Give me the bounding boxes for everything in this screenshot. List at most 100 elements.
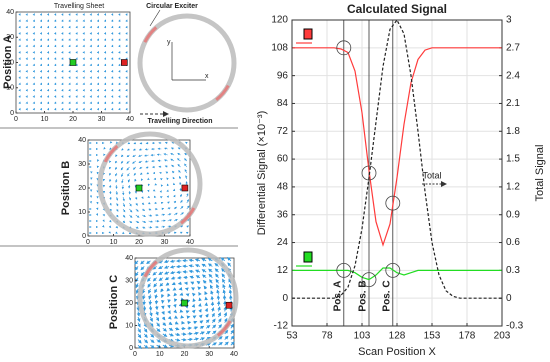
field-arrow	[89, 19, 92, 23]
field-arrow	[167, 207, 171, 210]
field-arrow	[96, 101, 99, 105]
field-arrow	[61, 107, 64, 111]
field-arrow	[193, 331, 199, 336]
field-arrow	[208, 273, 213, 279]
field-arrow	[103, 95, 107, 98]
x-tick-label: 0	[86, 239, 90, 246]
field-arrow	[216, 289, 220, 295]
field-arrow	[228, 289, 233, 295]
field-arrow	[144, 154, 149, 157]
field-arrow	[191, 292, 196, 297]
field-arrow	[125, 13, 128, 16]
field-arrow	[171, 281, 176, 286]
field-arrow	[118, 32, 121, 35]
field-arrow	[169, 265, 176, 269]
field-arrow	[54, 107, 57, 111]
field-arrow	[75, 95, 78, 98]
field-arrow	[170, 153, 175, 156]
field-arrow	[32, 19, 35, 23]
field-arrow	[140, 260, 145, 265]
field-arrow	[32, 32, 35, 35]
field-arrow	[18, 38, 21, 42]
field-arrow	[134, 260, 139, 265]
field-arrow	[61, 76, 64, 79]
field-arrow	[89, 76, 92, 79]
field-arrow	[39, 63, 42, 67]
field-arrow	[103, 107, 107, 111]
field-arrow	[216, 284, 220, 290]
exciter-label: Circular Exciter	[146, 3, 198, 10]
exciter-highlight	[143, 26, 158, 43]
field-arrow	[177, 152, 181, 156]
field-arrow	[161, 294, 165, 299]
field-arrow	[96, 88, 99, 92]
y-tick-label: 84	[277, 98, 289, 109]
field-arrow	[54, 19, 57, 23]
y2-tick-label: 3	[506, 15, 512, 26]
field-arrow	[129, 202, 132, 207]
exciter-ring	[137, 13, 237, 113]
y2-tick-label: 2.4	[506, 70, 520, 81]
field-arrow	[156, 322, 160, 327]
field-arrow	[142, 226, 146, 229]
y-tick-label: 96	[277, 70, 289, 81]
position-marker	[69, 59, 77, 66]
field-arrow	[195, 275, 201, 279]
field-arrow	[188, 269, 194, 274]
field-arrow	[46, 44, 50, 48]
field-arrow	[68, 101, 71, 105]
field-arrow	[68, 25, 71, 29]
field-arrow	[167, 219, 172, 222]
field-arrow	[116, 214, 119, 218]
field-arrow	[155, 311, 159, 316]
field-arrow	[25, 95, 28, 98]
field-arrow	[89, 32, 92, 35]
field-arrow	[82, 38, 85, 42]
field-arrow	[173, 212, 178, 216]
field-arrow	[68, 88, 71, 92]
exciter-highlight	[180, 207, 196, 225]
field-arrow	[198, 314, 203, 319]
field-arrow	[224, 329, 229, 335]
position-marker	[121, 59, 128, 66]
field-arrow	[146, 260, 151, 265]
field-arrow	[25, 50, 28, 54]
x-tick-label: 40	[126, 116, 134, 123]
field-arrow	[195, 269, 201, 273]
field-arrow	[96, 76, 99, 79]
field-arrow	[109, 208, 112, 212]
field-arrow	[156, 339, 162, 343]
field-arrow	[212, 324, 217, 329]
field-arrow	[217, 318, 222, 323]
x-tick-label: 0	[14, 116, 18, 123]
field-arrow	[191, 287, 196, 291]
field-arrow	[148, 294, 152, 300]
field-arrow	[61, 13, 64, 16]
field-arrow	[103, 32, 107, 35]
field-arrow	[167, 225, 172, 228]
field-arrow	[18, 101, 21, 105]
y2-tick-label: 2.7	[506, 42, 520, 53]
field-arrow	[125, 38, 128, 42]
field-arrow	[25, 76, 28, 79]
field-arrow	[184, 163, 188, 168]
field-arrow	[96, 32, 99, 35]
field-arrow	[201, 258, 207, 262]
field-arrow	[39, 25, 42, 29]
field-arrow	[122, 220, 126, 224]
annotation-circle	[336, 40, 352, 56]
field-arrow	[103, 63, 107, 67]
total-label: Total	[422, 170, 441, 180]
field-arrow	[125, 88, 128, 92]
field-arrow	[170, 147, 175, 150]
field-arrow	[218, 336, 223, 340]
field-arrow	[142, 220, 147, 223]
field-arrow	[75, 69, 78, 73]
field-arrow	[140, 266, 145, 271]
field-arrow	[164, 141, 168, 145]
series-icon	[303, 28, 313, 40]
field-arrow	[188, 258, 194, 263]
field-arrow	[61, 38, 64, 42]
y2-tick-label: 0	[506, 293, 512, 304]
